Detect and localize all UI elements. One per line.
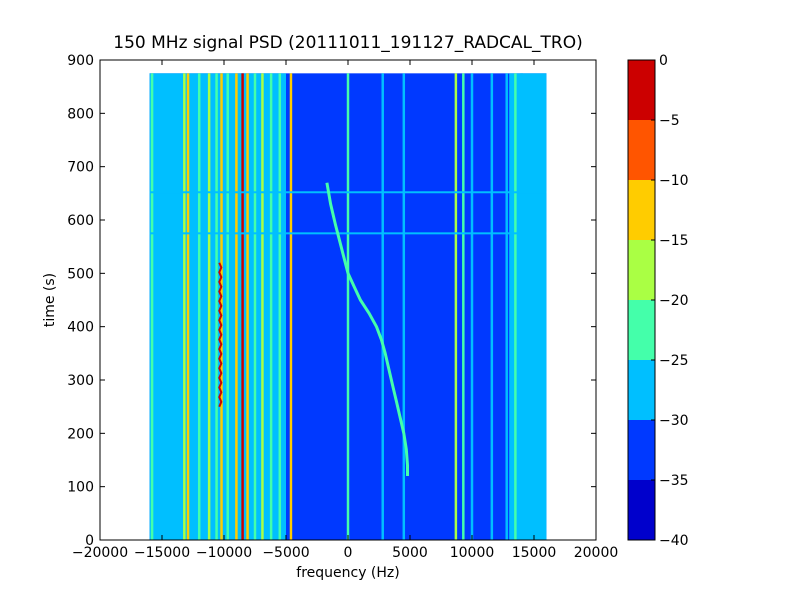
heatmap-vertical-line xyxy=(346,73,350,540)
heatmap-vertical-line xyxy=(289,73,293,540)
colorbar-segment xyxy=(628,420,655,480)
heatmap-vertical-line xyxy=(381,73,384,540)
heatmap-vertical-line xyxy=(197,73,201,540)
y-tick-label: 0 xyxy=(85,533,94,549)
heatmap-vertical-line xyxy=(235,73,238,540)
x-tick-label: 5000 xyxy=(392,545,428,561)
colorbar-segment xyxy=(628,120,655,180)
colorbar-tick-label: 0 xyxy=(659,53,668,69)
heatmap-vertical-line xyxy=(253,73,257,540)
colorbar-tick-label: −40 xyxy=(659,533,689,549)
heatmap-wiggle-line xyxy=(218,262,223,408)
y-axis-title: time (s) xyxy=(42,273,58,327)
colorbar-segment xyxy=(628,60,655,120)
colorbar-segment xyxy=(628,300,655,360)
doppler-trace xyxy=(325,182,409,476)
y-tick-label: 300 xyxy=(67,373,94,389)
heatmap-vertical-line xyxy=(454,73,458,540)
colorbar-tick-label: −20 xyxy=(659,293,689,309)
colorbar-tick-label: −5 xyxy=(659,113,680,129)
heatmap-vertical-line xyxy=(246,73,249,540)
heatmap-vertical-line xyxy=(241,73,244,540)
heatmap-vertical-line xyxy=(261,73,264,540)
colorbar-segment xyxy=(628,180,655,240)
y-axis: 0 100 200 300 400 500 600 700 800 900 xyxy=(67,53,596,549)
y-tick-label: 800 xyxy=(67,106,94,122)
x-tick-label: 0 xyxy=(344,545,353,561)
heatmap-horizontal-line xyxy=(149,191,547,194)
x-tick-label: 20000 xyxy=(574,545,619,561)
x-axis-title: frequency (Hz) xyxy=(296,565,399,581)
colorbar-tick-label: −10 xyxy=(659,173,689,189)
heatmap-vertical-line xyxy=(278,73,282,540)
x-tick-label: 10000 xyxy=(450,545,495,561)
x-axis: −20000 −15000 −10000 −5000 0 5000 10000 15000 20… xyxy=(72,60,618,561)
colorbar-tick-label: −35 xyxy=(659,473,689,489)
heatmap-layer xyxy=(149,73,547,540)
heatmap-vertical-line xyxy=(186,73,190,540)
heatmap-horizontal-line xyxy=(149,232,547,235)
colorbar-segment xyxy=(628,480,655,540)
y-tick-label: 900 xyxy=(67,53,94,69)
heatmap-vertical-line xyxy=(183,73,186,540)
y-tick-label: 500 xyxy=(67,266,94,282)
heatmap-vertical-line xyxy=(215,73,218,540)
colorbar: −40 −35 −30 −25 −20 −15 −10 −5 0 xyxy=(627,53,689,549)
colorbar-tick-label: −25 xyxy=(659,353,689,369)
colorbar-tick-label: −30 xyxy=(659,413,689,429)
colorbar-segment xyxy=(628,360,655,420)
colorbar-tick-label: −15 xyxy=(659,233,689,249)
x-tick-label: −20000 xyxy=(72,545,128,561)
x-tick-label: 15000 xyxy=(512,545,557,561)
x-tick-label: −5000 xyxy=(262,545,309,561)
heatmap-vertical-line xyxy=(150,73,154,540)
heatmap-vertical-line xyxy=(470,73,474,540)
heatmap-vertical-line xyxy=(269,73,273,540)
chart-title: 150 MHz signal PSD (20111011_191127_RADC… xyxy=(113,33,582,53)
heatmap-vertical-line xyxy=(226,73,229,540)
y-tick-label: 400 xyxy=(67,320,94,336)
heatmap-vertical-line xyxy=(490,73,494,540)
heatmap-vertical-line xyxy=(462,73,465,540)
heatmap-vertical-line xyxy=(207,73,211,540)
heatmap-vertical-line xyxy=(520,73,523,540)
heatmap-vertical-line xyxy=(514,73,517,540)
heatmap-vertical-line xyxy=(402,73,406,540)
y-tick-label: 200 xyxy=(67,426,94,442)
heatmap-vertical-line xyxy=(505,73,508,540)
x-tick-label: −10000 xyxy=(196,545,252,561)
y-tick-label: 100 xyxy=(67,480,94,496)
y-tick-label: 600 xyxy=(67,213,94,229)
y-tick-label: 700 xyxy=(67,160,94,176)
colorbar-segment xyxy=(628,240,655,300)
x-tick-label: −15000 xyxy=(134,545,190,561)
